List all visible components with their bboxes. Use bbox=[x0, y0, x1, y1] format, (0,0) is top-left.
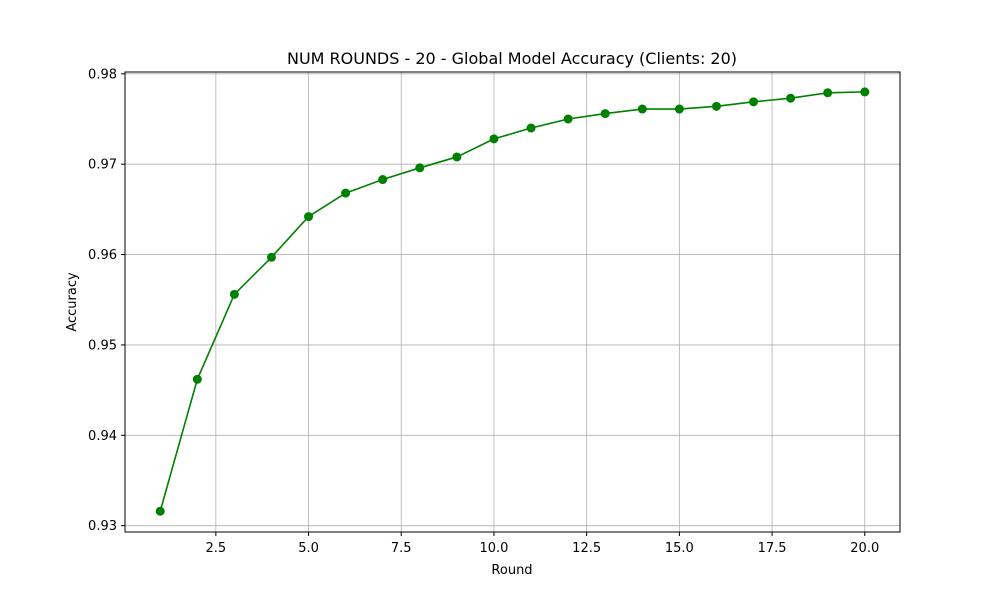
y-axis-label: Accuracy bbox=[65, 272, 80, 332]
data-point bbox=[600, 109, 610, 119]
x-tick-label: 5.0 bbox=[298, 541, 319, 556]
data-point bbox=[860, 87, 870, 97]
x-axis: 2.5 5.0 7.5 10.0 12.5 15.0 17.5 20.0 bbox=[206, 532, 879, 556]
y-axis: 0.93 0.94 0.95 0.96 0.97 0.98 bbox=[88, 67, 125, 534]
x-tick-label: 17.5 bbox=[758, 541, 787, 556]
x-axis-label: Round bbox=[491, 563, 532, 578]
data-point bbox=[711, 101, 721, 111]
y-tick-label: 0.96 bbox=[88, 248, 117, 263]
data-point bbox=[229, 289, 239, 299]
x-tick-label: 2.5 bbox=[206, 541, 227, 556]
y-tick-label: 0.97 bbox=[88, 158, 117, 173]
data-point bbox=[192, 374, 202, 384]
data-point bbox=[526, 123, 536, 133]
data-point bbox=[749, 97, 759, 107]
plot-frame bbox=[124, 71, 901, 533]
data-point bbox=[266, 252, 276, 262]
data-point bbox=[415, 163, 425, 173]
grid bbox=[125, 72, 900, 532]
data-point bbox=[304, 212, 314, 222]
chart-title: NUM ROUNDS - 20 - Global Model Accuracy … bbox=[287, 49, 737, 68]
data-point bbox=[489, 134, 499, 144]
y-tick-label: 0.95 bbox=[88, 338, 117, 353]
data-point bbox=[155, 506, 165, 516]
data-point bbox=[563, 114, 573, 124]
x-tick-label: 7.5 bbox=[391, 541, 412, 556]
data-point bbox=[823, 88, 833, 98]
data-point bbox=[637, 104, 647, 114]
x-tick-label: 20.0 bbox=[850, 541, 879, 556]
data-point bbox=[341, 188, 351, 198]
x-tick-label: 10.0 bbox=[479, 541, 508, 556]
data-point bbox=[378, 175, 388, 185]
series-line bbox=[159, 91, 865, 512]
y-tick-label: 0.93 bbox=[88, 519, 117, 534]
series-layer bbox=[155, 87, 870, 516]
data-point bbox=[786, 93, 796, 103]
y-tick-label: 0.98 bbox=[88, 67, 117, 82]
data-point bbox=[674, 104, 684, 114]
x-tick-label: 12.5 bbox=[572, 541, 601, 556]
y-tick-label: 0.94 bbox=[88, 429, 117, 444]
x-tick-label: 15.0 bbox=[665, 541, 694, 556]
data-point bbox=[452, 152, 462, 162]
